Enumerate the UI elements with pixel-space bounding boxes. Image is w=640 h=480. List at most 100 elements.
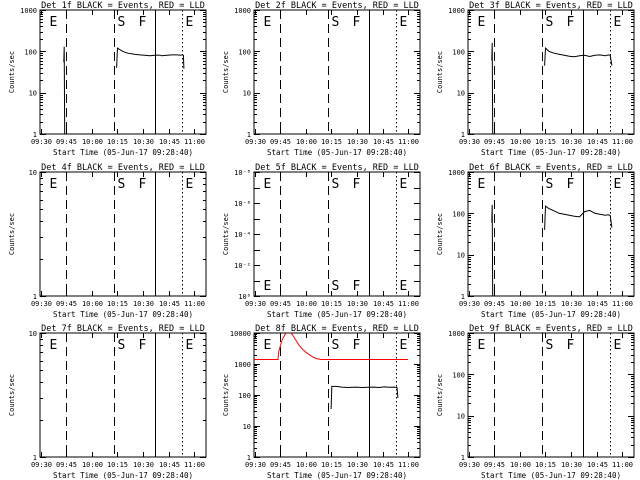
x-tick-label: 09:30 (31, 300, 52, 308)
x-tick-label: 10:15 (107, 300, 128, 308)
x-tick-label: 09:45 (484, 138, 505, 146)
x-axis-label: Start Time (05-Jun-17 09:28:40) (53, 148, 193, 157)
marker-label: E (186, 177, 194, 192)
y-tick-label: 1 (33, 454, 37, 462)
y-axis-label: Counts/sec (436, 213, 444, 255)
y-ticks (254, 333, 420, 458)
y-tick-label: 1000 (448, 330, 465, 338)
marker-label: E (400, 15, 408, 30)
detector-panel-4: Det 4f BLACK = Events, RED = LLD Counts/s… (8, 163, 207, 319)
detector-panel-3: Det 3f BLACK = Events, RED = LLD Counts/s… (436, 1, 635, 157)
marker-label: S (118, 338, 126, 353)
x-tick-label: 11:00 (612, 300, 633, 308)
x-tick-label: 10:00 (510, 138, 531, 146)
x-ticks (255, 10, 409, 134)
detector-panel-8: Det 8f BLACK = Events, RED = LLD Counts/s… (222, 324, 421, 480)
x-tick-label: 11:00 (398, 461, 419, 469)
panel-title: Det 2f BLACK = Events, RED = LLD (255, 1, 419, 11)
marker-label: S (546, 15, 554, 30)
y-tick-label: 10 (29, 169, 37, 177)
marker-label: F (139, 338, 147, 353)
y-tick-label: 10000 (230, 330, 251, 338)
panel-title: Det 3f BLACK = Events, RED = LLD (469, 1, 633, 11)
plot-frame (467, 9, 635, 135)
plot-frame (467, 332, 635, 458)
y-tick-label: 10⁰ (238, 293, 251, 301)
detector-panel-7: Det 7f BLACK = Events, RED = LLD Counts/s… (8, 324, 207, 480)
y-tick-label: 10 (29, 90, 37, 98)
marker-label: E (50, 177, 58, 192)
marker-label-bottom: E (264, 279, 272, 294)
events-series-line (330, 385, 399, 410)
x-tick-label: 09:45 (484, 300, 505, 308)
marker-label: E (264, 15, 272, 30)
x-tick-label: 10:15 (535, 461, 556, 469)
marker-label: E (478, 15, 486, 30)
marker-label-bottom: F (353, 279, 361, 294)
y-tick-label: 1 (33, 293, 37, 301)
y-tick-label: 10 (457, 252, 465, 260)
marker-label: S (118, 15, 126, 30)
x-tick-label: 10:00 (296, 138, 317, 146)
y-axis-label: Counts/sec (436, 374, 444, 416)
x-tick-label: 10:30 (561, 138, 582, 146)
y-tick-label: 1000 (448, 7, 465, 15)
y-tick-label: 10 (457, 413, 465, 421)
marker-label: E (264, 338, 272, 353)
x-tick-label: 09:30 (459, 138, 480, 146)
detector-panel-2: Det 2f BLACK = Events, RED = LLD Counts/s… (222, 1, 421, 157)
x-ticks (41, 172, 195, 296)
marker-label: S (546, 338, 554, 353)
x-tick-label: 10:00 (82, 461, 103, 469)
x-tick-label: 09:30 (459, 300, 480, 308)
x-tick-label: 10:30 (347, 461, 368, 469)
x-tick-label: 09:30 (245, 300, 266, 308)
x-tick-label: 10:45 (373, 138, 394, 146)
y-tick-label: 1 (247, 131, 251, 139)
x-tick-label: 09:45 (56, 461, 77, 469)
x-tick-label: 10:00 (296, 300, 317, 308)
y-tick-label: 1000 (234, 361, 251, 369)
panel-title: Det 5f BLACK = Events, RED = LLD (255, 163, 419, 173)
x-tick-label: 10:45 (159, 300, 180, 308)
x-ticks (41, 333, 195, 457)
x-tick-label: 10:15 (535, 300, 556, 308)
marker-label: F (353, 177, 361, 192)
x-tick-label: 10:00 (510, 461, 531, 469)
plot-frame (39, 332, 207, 458)
panel-title: Det 4f BLACK = Events, RED = LLD (41, 163, 205, 173)
marker-label: F (139, 177, 147, 192)
x-tick-label: 11:00 (612, 138, 633, 146)
y-tick-label: 10⁻⁶ (234, 200, 251, 208)
marker-label: E (400, 177, 408, 192)
marker-label: E (478, 338, 486, 353)
x-tick-label: 10:30 (133, 300, 154, 308)
x-tick-label: 10:45 (587, 461, 608, 469)
panel-title: Det 7f BLACK = Events, RED = LLD (41, 324, 205, 334)
marker-label: S (332, 177, 340, 192)
events-series-line (491, 42, 494, 134)
y-tick-label: 100 (452, 48, 465, 56)
y-axis-label: Counts/sec (222, 374, 230, 416)
y-tick-label: 10 (457, 90, 465, 98)
x-axis-label: Start Time (05-Jun-17 09:28:40) (481, 471, 621, 480)
y-tick-label: 1 (461, 131, 465, 139)
plot-frame (253, 9, 421, 135)
y-axis-label: Counts/sec (436, 51, 444, 93)
x-tick-label: 10:45 (587, 300, 608, 308)
x-tick-label: 09:30 (31, 461, 52, 469)
y-tick-label: 100 (238, 392, 251, 400)
marker-label-bottom: E (400, 279, 408, 294)
x-tick-label: 10:00 (82, 300, 103, 308)
panel-title: Det 1f BLACK = Events, RED = LLD (41, 1, 205, 11)
plot-frame (39, 9, 207, 135)
y-tick-label: 100 (452, 210, 465, 218)
x-tick-label: 10:45 (587, 138, 608, 146)
marker-label: S (332, 15, 340, 30)
x-tick-label: 10:00 (82, 138, 103, 146)
lld-series-line (254, 333, 409, 360)
y-tick-label: 1000 (20, 7, 37, 15)
y-ticks (40, 333, 206, 458)
marker-label: E (400, 338, 408, 353)
